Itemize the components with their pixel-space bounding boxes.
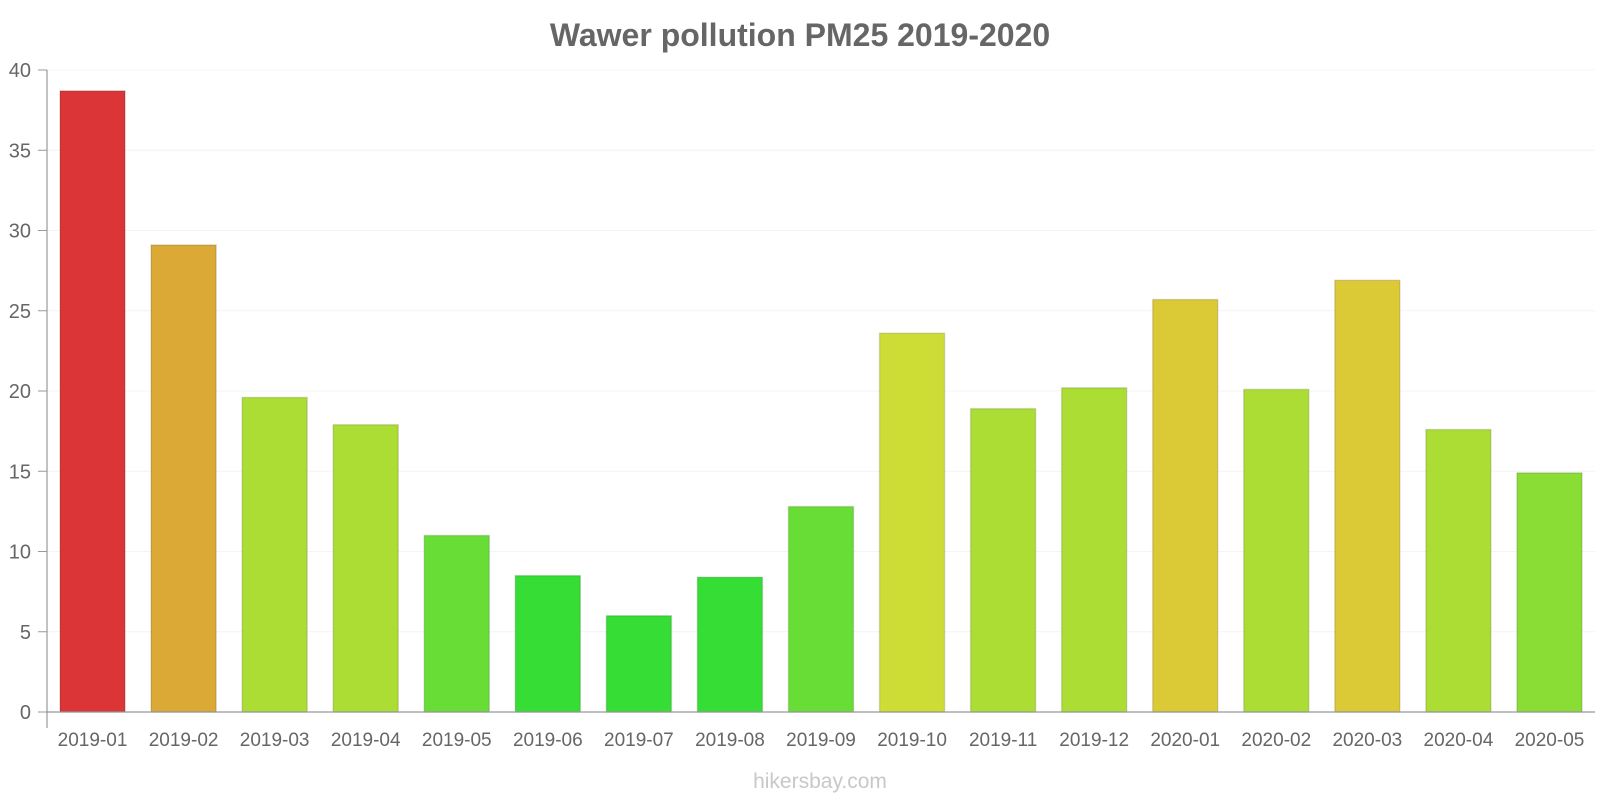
x-tick-label: 2019-08 bbox=[695, 730, 765, 751]
axes bbox=[46, 70, 1595, 728]
y-tick-label: 30 bbox=[9, 221, 31, 243]
x-tick-label: 2020-04 bbox=[1424, 730, 1494, 751]
y-tick-label: 5 bbox=[20, 622, 31, 644]
x-tick-label: 2019-12 bbox=[1059, 730, 1129, 751]
x-tick-label: 2020-05 bbox=[1515, 730, 1585, 751]
y-tick-label: 35 bbox=[9, 140, 31, 162]
bar-2019-01[interactable]: 2019-01: 38.7 bbox=[59, 90, 126, 713]
y-axis-ticks: 0 5 10 15 20 25 30 35 40 bbox=[9, 60, 47, 724]
bar-2019-04[interactable]: 2019-04: 17.9 bbox=[332, 423, 400, 713]
x-tick-label: 2020-03 bbox=[1332, 730, 1402, 751]
x-tick-label: 2019-11 bbox=[969, 730, 1037, 751]
bar-2019-02[interactable]: 2019-02: 29.1 bbox=[150, 244, 217, 713]
x-axis-ticks: 2019-01 2019-02 2019-03 2019-04 2019-05 2019-… bbox=[58, 730, 1585, 751]
x-tick-label: 2019-05 bbox=[422, 730, 492, 751]
bar-2019-11[interactable]: 2019-11: 18.9 bbox=[969, 407, 1037, 713]
bar-2019-05[interactable]: 2019-05: 11 bbox=[423, 534, 491, 713]
y-tick-label: 25 bbox=[9, 301, 31, 323]
x-tick-label: 2019-04 bbox=[331, 730, 401, 751]
bar-2020-02[interactable]: 2020-02: 20.1 bbox=[1242, 388, 1310, 713]
bar-2019-09[interactable]: 2019-09: 12.8 bbox=[787, 505, 855, 713]
bar-2020-03[interactable]: 2020-03: 26.9 bbox=[1334, 279, 1401, 713]
watermark-text: hikersbay.com bbox=[753, 770, 887, 793]
chart-title: Wawer pollution PM25 2019-2020 bbox=[550, 17, 1050, 53]
y-tick-label: 0 bbox=[20, 702, 31, 724]
x-tick-label: 2019-01 bbox=[58, 730, 128, 751]
x-tick-label: 2020-02 bbox=[1241, 730, 1311, 751]
x-tick-label: 2019-06 bbox=[513, 730, 583, 751]
bar-2020-04[interactable]: 2020-04: 17.6 bbox=[1425, 428, 1492, 713]
y-tick-label: 15 bbox=[9, 461, 31, 483]
x-tick-label: 2019-03 bbox=[240, 730, 310, 751]
bar-2019-12[interactable]: 2019-12: 20.2 bbox=[1060, 387, 1128, 713]
y-tick-label: 10 bbox=[9, 542, 31, 564]
bar-2019-08[interactable]: 2019-08: 8.4 bbox=[696, 576, 764, 713]
bars: 2019-01: 38.7 2019-02: 29.1 2019-03: 19.6 2… bbox=[59, 90, 1583, 713]
x-tick-label: 2019-10 bbox=[877, 730, 947, 751]
bar-2019-07[interactable]: 2019-07: 6 bbox=[605, 614, 673, 713]
bar-2019-06[interactable]: 2019-06: 8.5 bbox=[514, 574, 582, 713]
x-tick-label: 2019-09 bbox=[786, 730, 856, 751]
x-tick-label: 2019-07 bbox=[604, 730, 674, 751]
x-tick-label: 2019-02 bbox=[149, 730, 219, 751]
y-tick-label: 20 bbox=[9, 381, 31, 403]
x-tick-label: 2020-01 bbox=[1150, 730, 1220, 751]
bar-2020-05[interactable]: 2020-05: 14.9 bbox=[1516, 472, 1583, 713]
bar-2019-10[interactable]: 2019-10: 23.6 bbox=[878, 332, 946, 713]
bar-2020-01[interactable]: 2020-01: 25.7 bbox=[1151, 298, 1219, 713]
bar-2019-03[interactable]: 2019-03: 19.6 bbox=[241, 396, 308, 713]
y-tick-label: 40 bbox=[9, 60, 31, 82]
